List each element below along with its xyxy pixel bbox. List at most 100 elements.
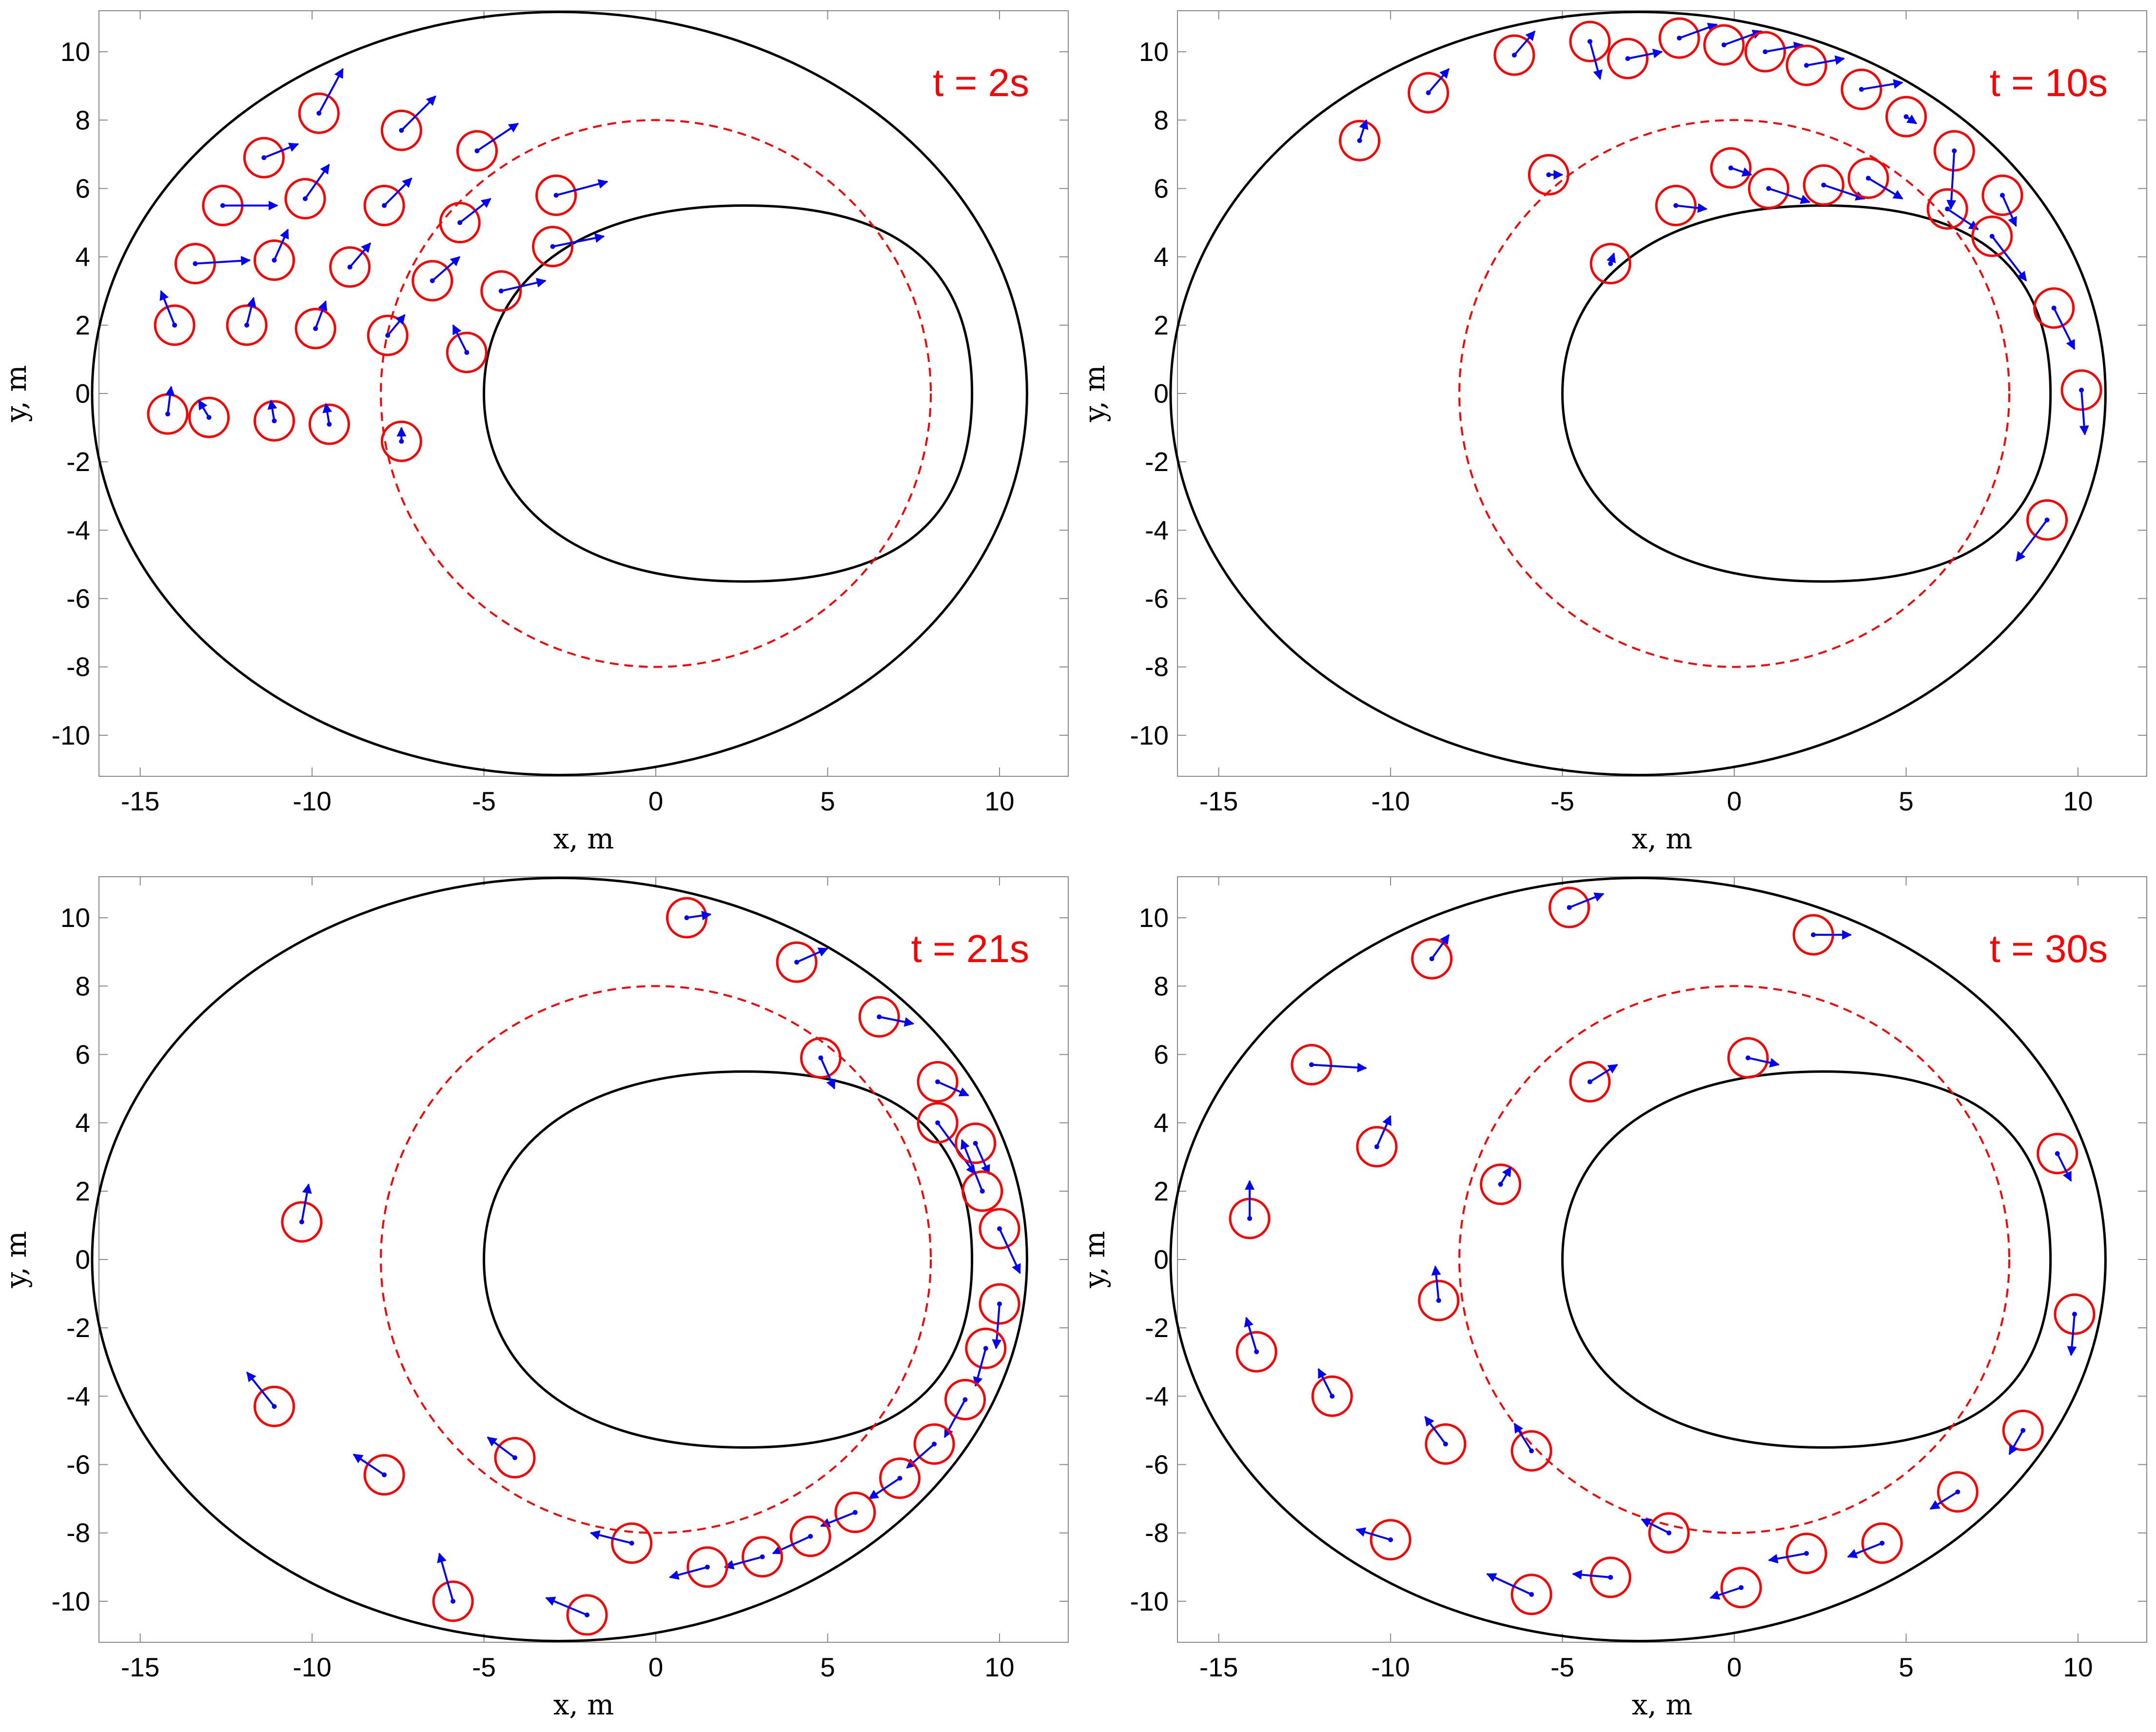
agent-center-dot xyxy=(550,244,555,249)
outer-boundary xyxy=(1169,876,2107,1643)
agent-marker xyxy=(1493,34,1535,76)
agent-marker xyxy=(742,1536,784,1578)
agent-marker xyxy=(1418,1279,1460,1321)
agent-center-dot xyxy=(684,915,689,921)
velocity-arrow xyxy=(318,68,344,114)
agent-marker xyxy=(412,260,453,302)
agent-center-dot xyxy=(1388,1537,1393,1542)
agent-marker xyxy=(834,1492,876,1534)
velocity-arrow xyxy=(1947,208,1979,231)
velocity-arrow xyxy=(349,242,372,268)
x-tick-label: -5 xyxy=(1550,1652,1574,1682)
reference-circle xyxy=(1458,985,2011,1534)
agent-marker xyxy=(2037,1133,2078,1175)
panel-t-21s: x, m y, m -15 -10 -5 0 5 10 -10 -8 -6 -4 -2 0 2 4 6 8 10… xyxy=(0,876,1069,1721)
agent-center-dot xyxy=(244,322,250,328)
x-tick-label: 5 xyxy=(1899,1652,1914,1682)
agent-center-dot xyxy=(206,415,212,420)
agent-marker xyxy=(1569,20,1611,62)
agent-center-dot xyxy=(1766,186,1771,191)
y-tick-label: 10 xyxy=(1139,37,1169,67)
panel-title: t = 10s xyxy=(1990,61,2108,104)
velocity-arrow xyxy=(974,1142,990,1175)
velocity-arrow xyxy=(868,1477,901,1500)
agent-center-dot xyxy=(385,333,391,338)
velocity-arrow xyxy=(960,1139,983,1192)
y-tick-label: 4 xyxy=(1154,1108,1169,1138)
panel-title: t = 30s xyxy=(1990,927,2108,970)
agent-marker xyxy=(1720,1567,1762,1609)
agent-center-dot xyxy=(1677,36,1682,41)
x-tick-label: -10 xyxy=(1371,1652,1410,1682)
agent-center-dot xyxy=(1247,1216,1253,1221)
agent-marker xyxy=(1411,938,1453,980)
agent-center-dot xyxy=(1811,932,1816,938)
agent-marker xyxy=(1408,72,1450,114)
agent-center-dot xyxy=(1254,1349,1259,1355)
y-tick-label: 10 xyxy=(60,903,90,933)
agent-marker xyxy=(965,1327,1007,1369)
velocity-arrow xyxy=(1768,187,1811,204)
panel-title: t = 2s xyxy=(933,61,1029,104)
x-tick-label: 10 xyxy=(984,1652,1014,1682)
agent-center-dot xyxy=(172,322,177,328)
agent-center-dot xyxy=(464,350,470,355)
agent-center-dot xyxy=(897,1476,902,1481)
agent-marker xyxy=(1748,167,1790,209)
y-tick-label: -2 xyxy=(1145,447,1169,477)
y-tick-label: -6 xyxy=(1145,584,1169,614)
velocity-arrow xyxy=(387,314,406,336)
y-tick-label: 4 xyxy=(75,242,90,272)
agent-center-dot xyxy=(512,1455,518,1460)
agent-marker xyxy=(1785,44,1827,86)
velocity-arrow xyxy=(724,1555,763,1570)
y-tick-label: 0 xyxy=(75,378,90,409)
x-tick-label: 5 xyxy=(820,1652,835,1682)
agent-center-dot xyxy=(852,1510,858,1515)
velocity-arrow xyxy=(1806,55,1845,67)
agent-marker xyxy=(1981,174,2023,216)
agent-center-dot xyxy=(1952,148,1957,154)
agent-marker xyxy=(800,1037,842,1079)
agent-marker xyxy=(917,1102,959,1144)
agent-center-dot xyxy=(451,1598,456,1604)
x-tick-label: -5 xyxy=(1550,786,1574,816)
agent-marker xyxy=(979,1208,1020,1250)
x-axis-label: x, m xyxy=(1632,822,1693,855)
y-tick-label: -4 xyxy=(1145,515,1169,545)
x-tick-label: 10 xyxy=(2063,1652,2093,1682)
agent-center-dot xyxy=(302,196,308,201)
x-tick-label: -15 xyxy=(121,786,160,816)
agent-marker xyxy=(913,1423,955,1465)
velocity-arrow xyxy=(2015,519,2048,562)
agent-center-dot xyxy=(1374,1144,1379,1149)
agent-center-dot xyxy=(1498,1181,1503,1187)
velocity-arrow xyxy=(437,1552,454,1602)
agent-marker xyxy=(174,243,216,285)
agent-center-dot xyxy=(1739,1585,1744,1590)
velocity-arrow xyxy=(556,179,608,197)
agent-center-dot xyxy=(794,960,800,965)
velocity-arrow xyxy=(1317,1368,1333,1397)
agent-center-dot xyxy=(877,1014,882,1020)
velocity-arrow xyxy=(1589,41,1603,80)
agent-marker xyxy=(961,1170,1003,1212)
agent-marker xyxy=(432,1580,474,1622)
velocity-arrow xyxy=(431,256,461,282)
agent-marker xyxy=(1311,1375,1353,1417)
velocity-arrow xyxy=(1675,203,1708,213)
agent-center-dot xyxy=(1804,1551,1809,1556)
velocity-arrow xyxy=(2067,1314,2077,1357)
velocity-arrow xyxy=(1355,1527,1391,1541)
y-tick-label: -2 xyxy=(66,1313,90,1343)
agent-center-dot xyxy=(818,1055,823,1061)
velocity-arrow xyxy=(1768,1552,1807,1564)
agent-marker xyxy=(858,996,900,1038)
agent-center-dot xyxy=(2072,1312,2077,1317)
agent-marker xyxy=(1480,1163,1522,1205)
velocity-arrow xyxy=(1311,1063,1367,1073)
velocity-arrow xyxy=(263,142,299,159)
reference-circle xyxy=(380,985,932,1534)
agent-marker xyxy=(566,1594,608,1636)
velocity-arrow xyxy=(1431,1265,1441,1301)
